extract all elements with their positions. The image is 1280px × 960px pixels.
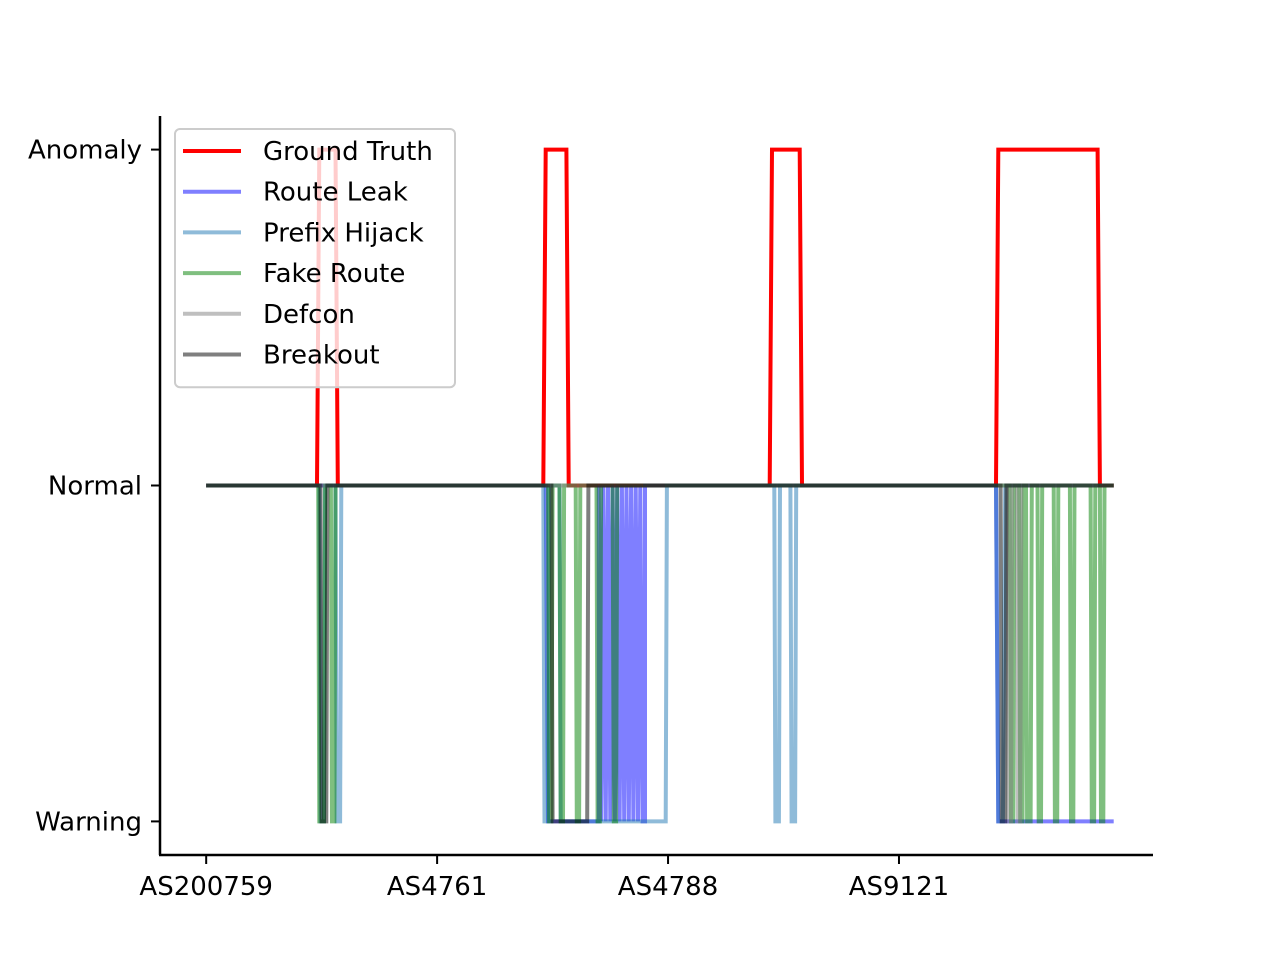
x-tick-label: AS4788	[618, 872, 718, 902]
x-ticks: AS200759 AS4761 AS4788 AS9121	[139, 855, 949, 902]
legend-label-defcon: Defcon	[263, 300, 355, 330]
legend-label-route-leak: Route Leak	[263, 178, 408, 208]
legend-label-prefix-hijack: Prefix Hijack	[263, 218, 424, 248]
x-tick-label: AS4761	[387, 872, 487, 902]
x-tick-label: AS200759	[139, 872, 273, 902]
legend: Ground Truth Route Leak Prefix Hijack Fake …	[174, 128, 456, 389]
legend-label-fake-route: Fake Route	[263, 259, 405, 289]
y-ticks: Warning Normal Anomaly	[28, 136, 160, 837]
legend-box	[174, 128, 456, 389]
x-tick-label: AS9121	[849, 872, 949, 902]
series-line-prefix-hijack	[206, 483, 1114, 824]
series-layer	[206, 147, 1114, 824]
y-tick-label: Anomaly	[28, 136, 142, 166]
y-tick-label: Warning	[35, 807, 142, 837]
legend-label-breakout: Breakout	[263, 341, 380, 371]
y-tick-label: Normal	[48, 472, 142, 502]
series-line-breakout	[206, 483, 1114, 824]
legend-label-ground-truth: Ground Truth	[263, 137, 433, 167]
